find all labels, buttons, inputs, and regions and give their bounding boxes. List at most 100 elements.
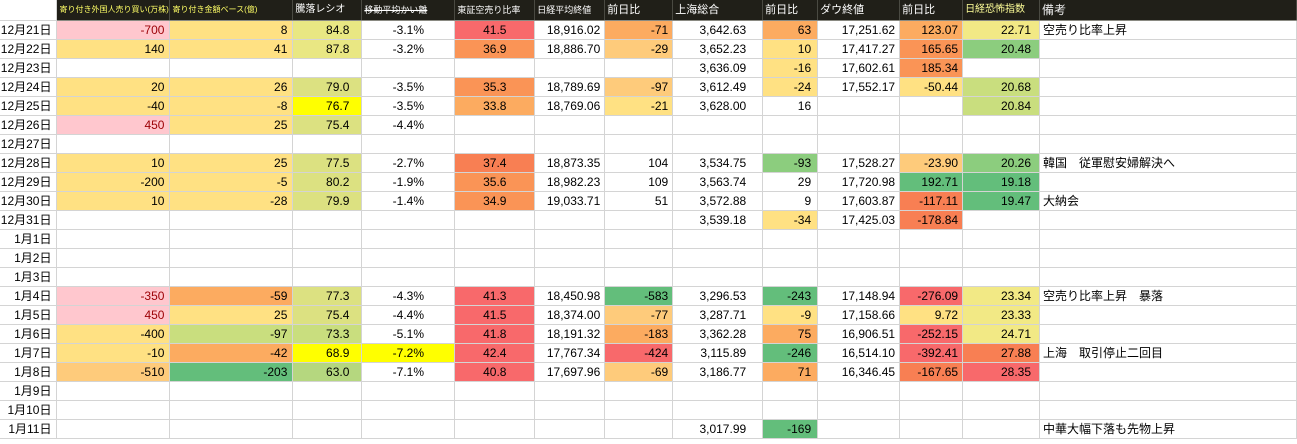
cell-shanghai[interactable] bbox=[672, 267, 764, 287]
cell-ddiff[interactable]: -392.41 bbox=[899, 343, 964, 363]
cell-shanghai[interactable]: 3,612.49 bbox=[672, 77, 764, 97]
cell-ratio[interactable] bbox=[292, 229, 363, 249]
cell-ratio[interactable]: 68.9 bbox=[292, 343, 363, 363]
cell-ddiff[interactable]: -117.11 bbox=[899, 191, 964, 211]
cell-ratio[interactable] bbox=[292, 381, 363, 401]
cell-ddiff[interactable] bbox=[899, 248, 964, 268]
cell-amount[interactable]: -59 bbox=[169, 286, 294, 306]
cell-amount[interactable] bbox=[169, 229, 294, 249]
date-cell[interactable]: 12月30日 bbox=[0, 191, 58, 211]
cell-amount[interactable] bbox=[169, 400, 294, 420]
cell-ndiff[interactable]: -77 bbox=[604, 305, 674, 325]
cell-nikkei[interactable]: 18,916.02 bbox=[534, 20, 606, 40]
cell-ddiff[interactable]: 165.65 bbox=[899, 39, 964, 59]
cell-shanghai[interactable]: 3,287.71 bbox=[672, 305, 764, 325]
cell-ndiff[interactable]: -183 bbox=[604, 324, 674, 344]
cell-kairi[interactable] bbox=[361, 267, 456, 287]
cell-note[interactable] bbox=[1039, 58, 1297, 78]
cell-ddiff[interactable]: -167.65 bbox=[899, 362, 964, 382]
cell-nikkei[interactable] bbox=[534, 267, 606, 287]
cell-kairi[interactable] bbox=[361, 381, 456, 401]
cell-nikkei[interactable] bbox=[534, 419, 606, 439]
cell-vix[interactable]: 19.18 bbox=[962, 172, 1041, 192]
cell-ndiff[interactable] bbox=[604, 381, 674, 401]
cell-note[interactable] bbox=[1039, 96, 1297, 116]
cell-kairi[interactable] bbox=[361, 134, 456, 154]
cell-amount[interactable]: -203 bbox=[169, 362, 294, 382]
cell-short[interactable] bbox=[454, 115, 536, 135]
column-header-kairi[interactable]: 移動平均かい離 bbox=[361, 0, 456, 21]
cell-short[interactable]: 41.8 bbox=[454, 324, 536, 344]
cell-nikkei[interactable]: 18,769.06 bbox=[534, 96, 606, 116]
cell-ratio[interactable]: 79.9 bbox=[292, 191, 363, 211]
cell-note[interactable]: 中華大幅下落も先物上昇 bbox=[1039, 419, 1297, 439]
cell-foreign[interactable]: -200 bbox=[56, 172, 171, 192]
cell-ddiff[interactable]: -178.84 bbox=[899, 210, 964, 230]
cell-sdiff[interactable]: -243 bbox=[762, 286, 819, 306]
column-header-dow[interactable]: ダウ終値 bbox=[817, 0, 901, 21]
cell-foreign[interactable] bbox=[56, 267, 171, 287]
cell-sdiff[interactable] bbox=[762, 229, 819, 249]
cell-ndiff[interactable] bbox=[604, 134, 674, 154]
cell-amount[interactable]: -42 bbox=[169, 343, 294, 363]
cell-note[interactable] bbox=[1039, 400, 1297, 420]
cell-ndiff[interactable]: -29 bbox=[604, 39, 674, 59]
cell-foreign[interactable] bbox=[56, 58, 171, 78]
cell-kairi[interactable] bbox=[361, 210, 456, 230]
cell-sdiff[interactable]: -24 bbox=[762, 77, 819, 97]
cell-nikkei[interactable]: 18,982.23 bbox=[534, 172, 606, 192]
cell-amount[interactable]: 8 bbox=[169, 20, 294, 40]
cell-short[interactable]: 41.5 bbox=[454, 20, 536, 40]
column-header-ndiff[interactable]: 前日比 bbox=[604, 0, 674, 21]
cell-amount[interactable]: 25 bbox=[169, 115, 294, 135]
cell-vix[interactable]: 20.26 bbox=[962, 153, 1041, 173]
cell-nikkei[interactable] bbox=[534, 381, 606, 401]
cell-short[interactable] bbox=[454, 381, 536, 401]
cell-shanghai[interactable]: 3,296.53 bbox=[672, 286, 764, 306]
cell-shanghai[interactable]: 3,539.18 bbox=[672, 210, 764, 230]
cell-ndiff[interactable] bbox=[604, 267, 674, 287]
cell-short[interactable]: 36.9 bbox=[454, 39, 536, 59]
cell-note[interactable]: 上海 取引停止二回目 bbox=[1039, 343, 1297, 363]
cell-nikkei[interactable]: 18,789.69 bbox=[534, 77, 606, 97]
cell-ndiff[interactable]: -69 bbox=[604, 362, 674, 382]
cell-nikkei[interactable]: 17,767.34 bbox=[534, 343, 606, 363]
cell-sdiff[interactable]: 75 bbox=[762, 324, 819, 344]
cell-shanghai[interactable]: 3,652.23 bbox=[672, 39, 764, 59]
cell-sdiff[interactable]: 9 bbox=[762, 191, 819, 211]
cell-dow[interactable]: 17,417.27 bbox=[817, 39, 901, 59]
cell-ratio[interactable]: 87.8 bbox=[292, 39, 363, 59]
date-cell[interactable]: 12月24日 bbox=[0, 77, 58, 97]
cell-dow[interactable]: 17,158.66 bbox=[817, 305, 901, 325]
cell-short[interactable]: 33.8 bbox=[454, 96, 536, 116]
cell-sdiff[interactable] bbox=[762, 115, 819, 135]
cell-ndiff[interactable]: -583 bbox=[604, 286, 674, 306]
cell-shanghai[interactable]: 3,362.28 bbox=[672, 324, 764, 344]
date-cell[interactable]: 1月9日 bbox=[0, 381, 58, 401]
cell-short[interactable]: 41.5 bbox=[454, 305, 536, 325]
cell-nikkei[interactable] bbox=[534, 58, 606, 78]
cell-vix[interactable] bbox=[962, 248, 1041, 268]
cell-note[interactable]: 大納会 bbox=[1039, 191, 1297, 211]
cell-note[interactable] bbox=[1039, 210, 1297, 230]
cell-dow[interactable]: 17,602.61 bbox=[817, 58, 901, 78]
cell-kairi[interactable] bbox=[361, 248, 456, 268]
cell-sdiff[interactable] bbox=[762, 267, 819, 287]
cell-foreign[interactable] bbox=[56, 229, 171, 249]
cell-note[interactable] bbox=[1039, 229, 1297, 249]
cell-ndiff[interactable] bbox=[604, 400, 674, 420]
cell-ddiff[interactable]: -276.09 bbox=[899, 286, 964, 306]
cell-kairi[interactable] bbox=[361, 419, 456, 439]
cell-amount[interactable]: 25 bbox=[169, 305, 294, 325]
cell-nikkei[interactable]: 18,374.00 bbox=[534, 305, 606, 325]
cell-ratio[interactable]: 63.0 bbox=[292, 362, 363, 382]
cell-shanghai[interactable]: 3,572.88 bbox=[672, 191, 764, 211]
cell-shanghai[interactable] bbox=[672, 400, 764, 420]
cell-nikkei[interactable] bbox=[534, 248, 606, 268]
cell-kairi[interactable]: -5.1% bbox=[361, 324, 456, 344]
cell-nikkei[interactable] bbox=[534, 210, 606, 230]
cell-amount[interactable]: -97 bbox=[169, 324, 294, 344]
cell-short[interactable] bbox=[454, 134, 536, 154]
cell-vix[interactable]: 23.33 bbox=[962, 305, 1041, 325]
cell-ddiff[interactable] bbox=[899, 229, 964, 249]
